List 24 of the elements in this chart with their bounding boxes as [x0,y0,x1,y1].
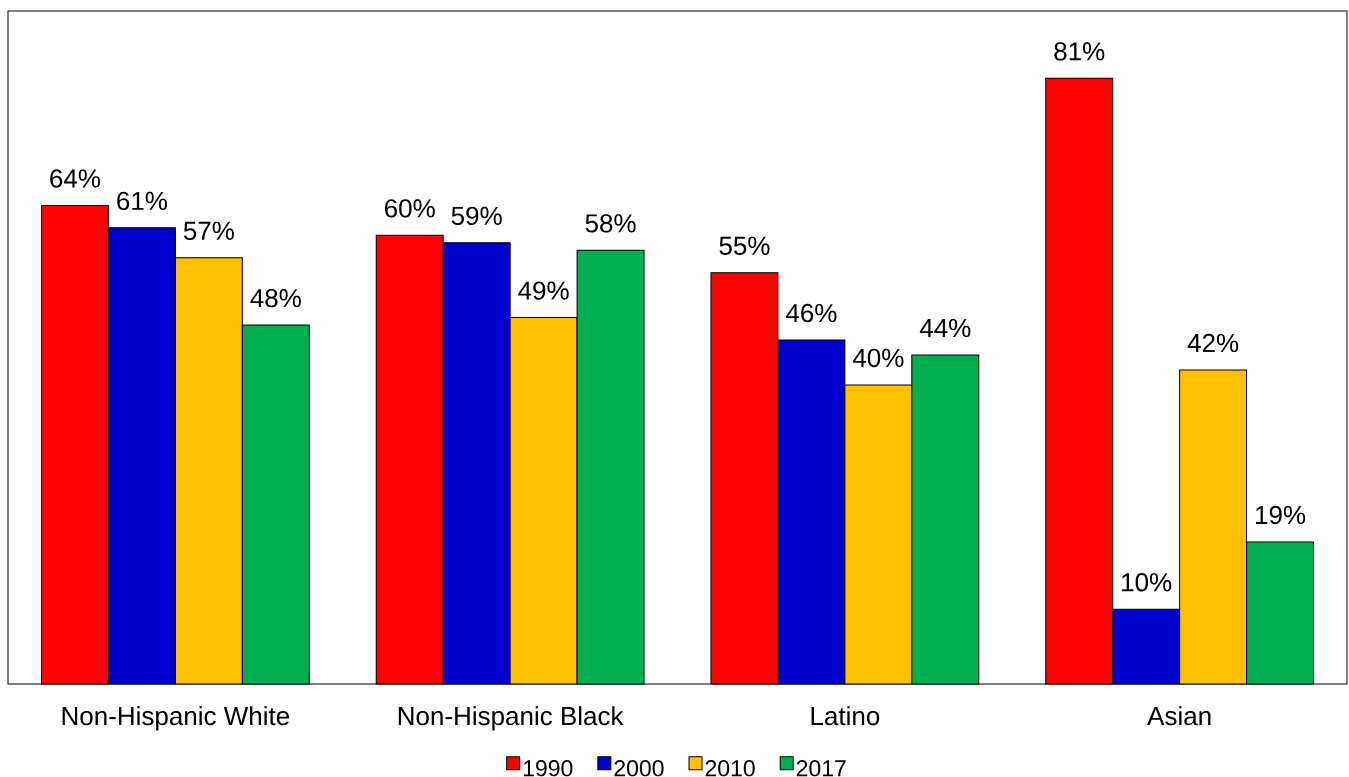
data-label: 49% [518,281,569,300]
x-tick-label: Non-Hispanic White [62,706,290,731]
data-label: 42% [1187,333,1239,353]
data-label: 59% [451,206,502,226]
data-label: 57% [183,221,234,241]
data-label: 55% [719,236,770,255]
data-label: 40% [852,348,904,368]
legend-label: 1990 [523,760,573,777]
data-label: 61% [117,191,167,211]
data-label: 44% [919,318,971,338]
data-label: 58% [585,214,636,233]
data-label: 10% [1122,573,1172,592]
x-tick-label: Latino [811,706,880,726]
legend-label: 2000 [614,760,664,777]
data-label: 46% [785,303,837,323]
data-label: 60% [385,199,435,218]
x-tick-label: Non-Hispanic Black [398,706,624,731]
data-label: 48% [250,288,301,308]
x-tick-label: Asian [1147,706,1211,726]
legend-label: 2010 [705,760,755,777]
data-label: 81% [1054,42,1105,61]
legend-label: 2017 [796,760,846,777]
data-label: 19% [1256,505,1306,525]
data-label: 64% [50,169,101,188]
